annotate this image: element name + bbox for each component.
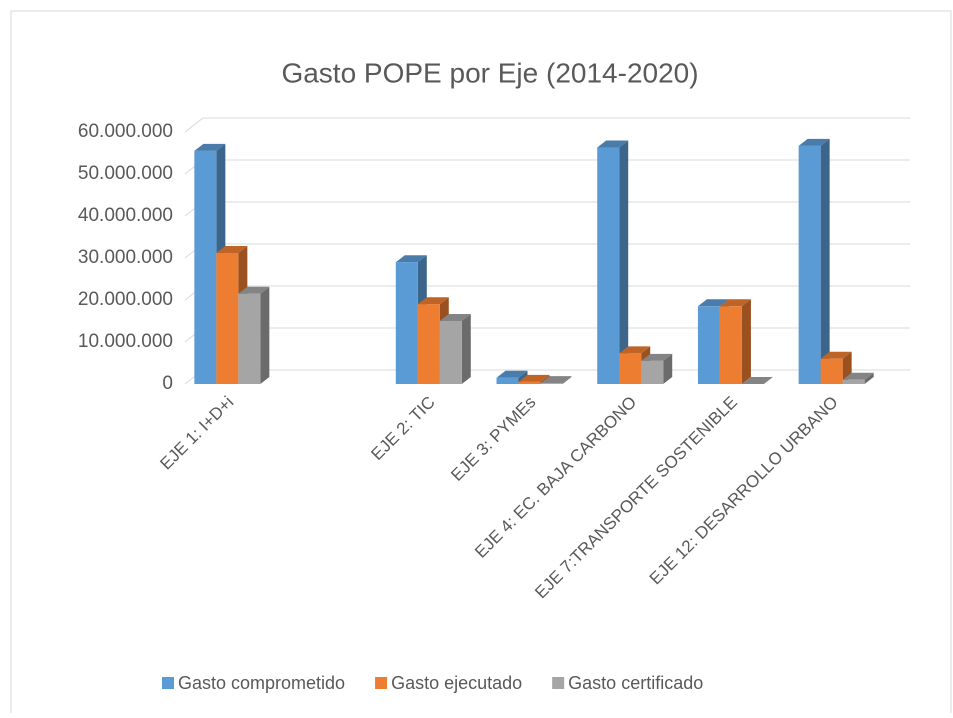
bar-side <box>820 138 830 384</box>
legend-label: Gasto ejecutado <box>391 673 522 693</box>
legend-label: Gasto comprometido <box>178 673 345 693</box>
bar <box>820 358 843 384</box>
bar <box>619 353 642 384</box>
y-tick-label: 40.000.000 <box>78 205 173 226</box>
bar-top <box>194 143 226 151</box>
bar-top <box>597 140 629 148</box>
bar-top <box>518 374 550 382</box>
bar-top <box>719 299 751 307</box>
bar-top <box>842 372 874 380</box>
bar-side <box>741 299 751 384</box>
bar-top <box>697 299 729 307</box>
chart-border <box>10 10 952 717</box>
legend-swatch <box>375 677 388 689</box>
bar-side <box>562 376 572 384</box>
bar-side <box>663 353 673 384</box>
bar <box>216 252 239 384</box>
bar-top <box>496 370 528 378</box>
legend-swatch <box>552 677 565 689</box>
bar <box>842 379 865 384</box>
bar-top <box>540 376 572 384</box>
bar <box>518 381 541 384</box>
y-tick-label: 0 <box>162 373 173 394</box>
y-tick-label: 60.000.000 <box>78 121 173 142</box>
chart-title: Gasto POPE por Eje (2014-2020) <box>281 57 698 88</box>
bar-side <box>864 372 874 384</box>
y-tick-label: 20.000.000 <box>78 289 173 310</box>
bar <box>540 383 563 384</box>
bar <box>496 377 519 384</box>
bar <box>439 321 462 384</box>
legend-swatch <box>162 677 174 689</box>
bar-side <box>619 140 629 384</box>
legend-label: Gasto certificado <box>568 673 703 693</box>
bar-top <box>820 351 852 359</box>
y-tick-label: 10.000.000 <box>78 331 173 352</box>
y-tick-label: 50.000.000 <box>78 163 173 184</box>
bar-top <box>238 286 270 294</box>
bar <box>641 360 664 384</box>
bar-top <box>798 138 830 146</box>
y-tick-label: 30.000.000 <box>78 247 173 268</box>
bar-side <box>260 286 270 384</box>
bar <box>597 147 620 384</box>
bar-top <box>417 297 449 305</box>
bar-top <box>439 314 471 321</box>
bar <box>395 262 418 384</box>
grid-line <box>184 117 910 133</box>
bar <box>719 306 742 384</box>
bar <box>238 293 261 384</box>
bar-top <box>741 377 773 384</box>
bar-side <box>461 314 471 384</box>
bar-top <box>619 346 651 354</box>
bar-top <box>395 255 427 263</box>
bar <box>798 145 821 384</box>
bar <box>194 150 217 384</box>
bar-top <box>641 353 673 361</box>
bar <box>697 306 720 384</box>
bar-top <box>216 245 248 253</box>
bar <box>417 304 440 384</box>
